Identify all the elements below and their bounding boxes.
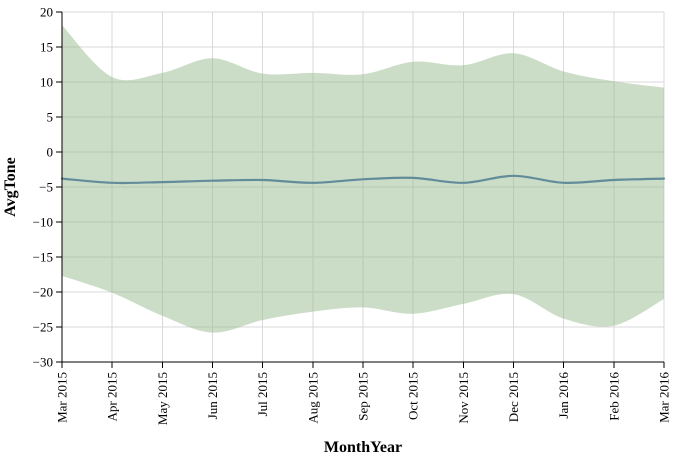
y-tick-label: −30 <box>33 355 53 370</box>
y-tick-label: −15 <box>33 250 53 265</box>
x-tick-label: Mar 2015 <box>55 372 70 423</box>
x-tick-label: Apr 2015 <box>105 372 120 421</box>
x-tick-label: Sep 2015 <box>356 372 371 421</box>
x-tick-label: Jul 2015 <box>255 372 270 416</box>
y-tick-label: 0 <box>47 145 54 160</box>
y-tick-label: 10 <box>40 75 53 90</box>
y-axis-title: AvgTone <box>2 157 19 217</box>
y-tick-label: 15 <box>40 40 53 55</box>
y-tick-label: 5 <box>47 110 54 125</box>
x-tick-label: May 2015 <box>155 372 170 425</box>
y-tick-label: −20 <box>33 285 53 300</box>
axes-layer <box>56 11 665 368</box>
x-tick-label: Dec 2015 <box>506 372 521 422</box>
y-tick-label: 20 <box>40 5 53 20</box>
x-tick-label: Feb 2016 <box>606 372 621 421</box>
x-tick-label: Oct 2015 <box>406 372 421 420</box>
x-tick-label: Aug 2015 <box>305 372 320 424</box>
y-tick-label: −5 <box>39 180 53 195</box>
x-tick-label: Nov 2015 <box>456 372 471 424</box>
x-tick-label: Jun 2015 <box>205 372 220 419</box>
y-tick-label: −10 <box>33 215 53 230</box>
x-tick-label: Mar 2016 <box>657 372 672 423</box>
y-tick-label: −25 <box>33 320 53 335</box>
avg-tone-line <box>60 174 666 185</box>
x-tick-label: Jan 2016 <box>556 372 571 419</box>
x-axis-title: MonthYear <box>324 439 402 456</box>
mean-line-layer <box>60 174 666 185</box>
